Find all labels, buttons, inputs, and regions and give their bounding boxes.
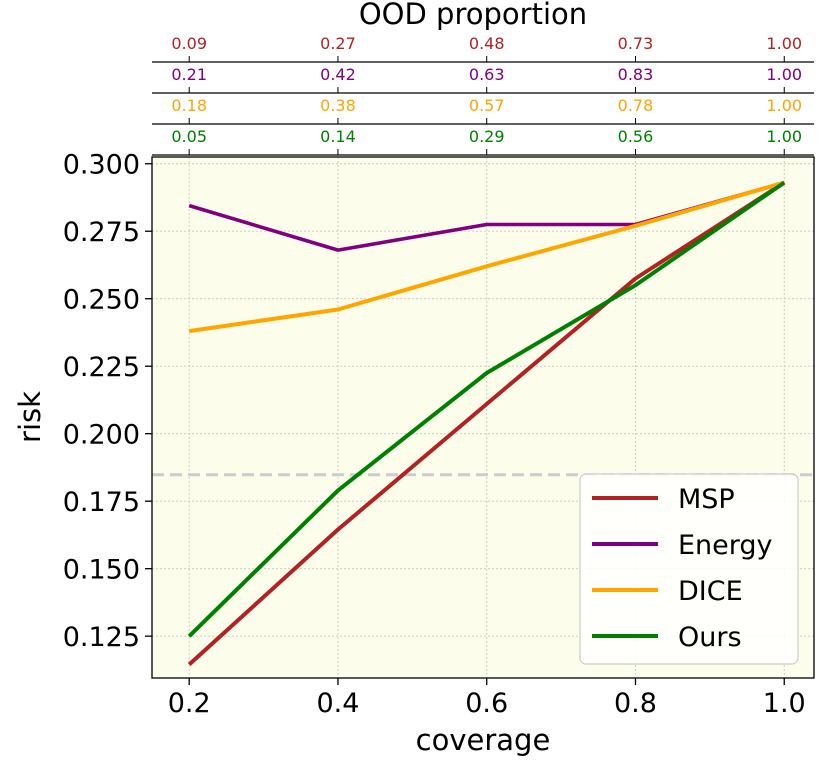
y-tick-label: 0.300	[63, 150, 140, 181]
ood-value-label: 0.21	[171, 65, 207, 84]
y-axis-label: risk	[13, 391, 47, 443]
ood-value-label: 0.83	[618, 65, 654, 84]
ood-value-label: 0.78	[618, 96, 654, 115]
legend-label-energy: Energy	[678, 530, 773, 561]
ood-value-label: 0.48	[469, 34, 505, 53]
grid-lines	[152, 157, 814, 678]
ood-value-label: 0.27	[320, 34, 356, 53]
ood-value-label: 0.38	[320, 96, 356, 115]
plot-frame	[151, 156, 815, 679]
ood-value-label: 1.00	[766, 65, 802, 84]
x-tick-label: 0.8	[614, 688, 657, 719]
ood-value-label: 1.00	[766, 34, 802, 53]
ood-value-label: 0.09	[171, 34, 207, 53]
y-tick-label: 0.200	[63, 420, 140, 451]
ood-value-label: 1.00	[766, 127, 802, 146]
ood-value-label: 0.56	[618, 127, 654, 146]
ood-value-label: 1.00	[766, 96, 802, 115]
series-lines	[187, 180, 786, 666]
y-axis-ticks: 0.125 0.150 0.175 0.200 0.225 0.250 0.275 0.300	[63, 150, 152, 653]
x-axis-label: coverage	[416, 723, 551, 757]
y-tick-label: 0.150	[63, 555, 140, 586]
series-line-dice	[188, 180, 785, 334]
ood-value-label: 0.18	[171, 96, 207, 115]
x-tick-label: 0.2	[168, 688, 211, 719]
y-tick-label: 0.175	[63, 487, 140, 518]
legend: MSP Energy DICE Ours	[579, 473, 799, 665]
x-tick-label: 0.4	[316, 688, 359, 719]
ood-value-label: 0.05	[171, 127, 207, 146]
series-line-msp	[187, 180, 786, 666]
y-tick-label: 0.225	[63, 352, 140, 383]
series-line-ours	[187, 180, 786, 638]
ood-proportion-rows: 0.09 0.27 0.48 0.73 1.00 0.21 0.42 0.63 0.83 1.00…	[152, 34, 814, 156]
x-tick-label: 0.6	[465, 688, 508, 719]
legend-label-msp: MSP	[678, 484, 735, 515]
y-tick-label: 0.275	[63, 217, 140, 248]
ood-value-label: 0.29	[469, 127, 505, 146]
ood-proportion-title: OOD proportion	[359, 0, 587, 31]
ood-value-label: 0.42	[320, 65, 356, 84]
legend-box	[579, 473, 799, 665]
x-axis-ticks: 0.2 0.4 0.6 0.8 1.0	[168, 678, 806, 719]
ood-value-label: 0.57	[469, 96, 505, 115]
legend-label-dice: DICE	[678, 576, 743, 607]
x-tick-label: 1.0	[763, 688, 806, 719]
legend-label-ours: Ours	[678, 622, 742, 653]
ood-value-label: 0.14	[320, 127, 356, 146]
ood-value-label: 0.63	[469, 65, 505, 84]
y-tick-label: 0.125	[63, 622, 140, 653]
y-tick-label: 0.250	[63, 285, 140, 316]
ood-value-label: 0.73	[618, 34, 654, 53]
